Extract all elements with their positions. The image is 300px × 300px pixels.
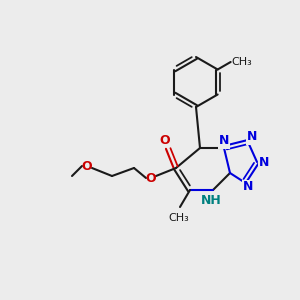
Text: O: O bbox=[82, 160, 92, 172]
Text: N: N bbox=[247, 130, 257, 143]
Text: NH: NH bbox=[201, 194, 221, 206]
Text: O: O bbox=[146, 172, 156, 184]
Text: O: O bbox=[160, 134, 170, 146]
Text: CH₃: CH₃ bbox=[169, 213, 189, 223]
Text: CH₃: CH₃ bbox=[232, 57, 252, 67]
Text: N: N bbox=[243, 181, 253, 194]
Text: N: N bbox=[259, 155, 269, 169]
Text: N: N bbox=[219, 134, 229, 148]
